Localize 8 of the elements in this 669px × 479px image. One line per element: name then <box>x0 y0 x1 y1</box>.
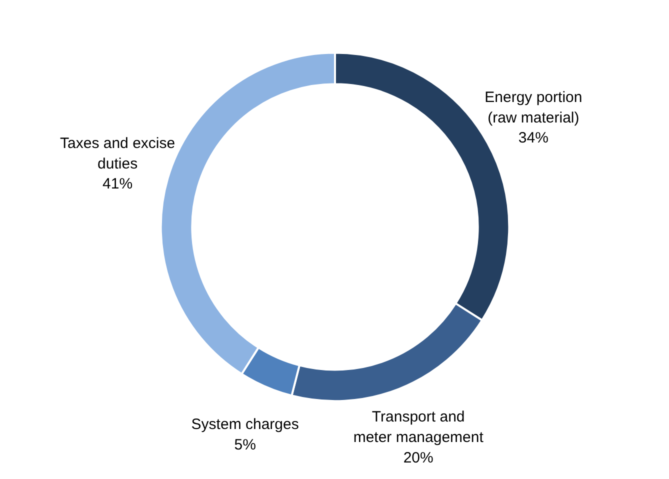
data-label: 5% <box>234 436 256 454</box>
slice-label: Taxes and excise duties <box>60 134 176 172</box>
data-label: 41% <box>102 176 133 193</box>
slice-label: Transport and meter management <box>353 408 484 446</box>
slice-label: System charges <box>191 416 299 434</box>
data-label: 34% <box>518 130 548 147</box>
slice-label: Energy portion (raw material) <box>484 88 582 126</box>
data-label: 20% <box>403 449 434 466</box>
